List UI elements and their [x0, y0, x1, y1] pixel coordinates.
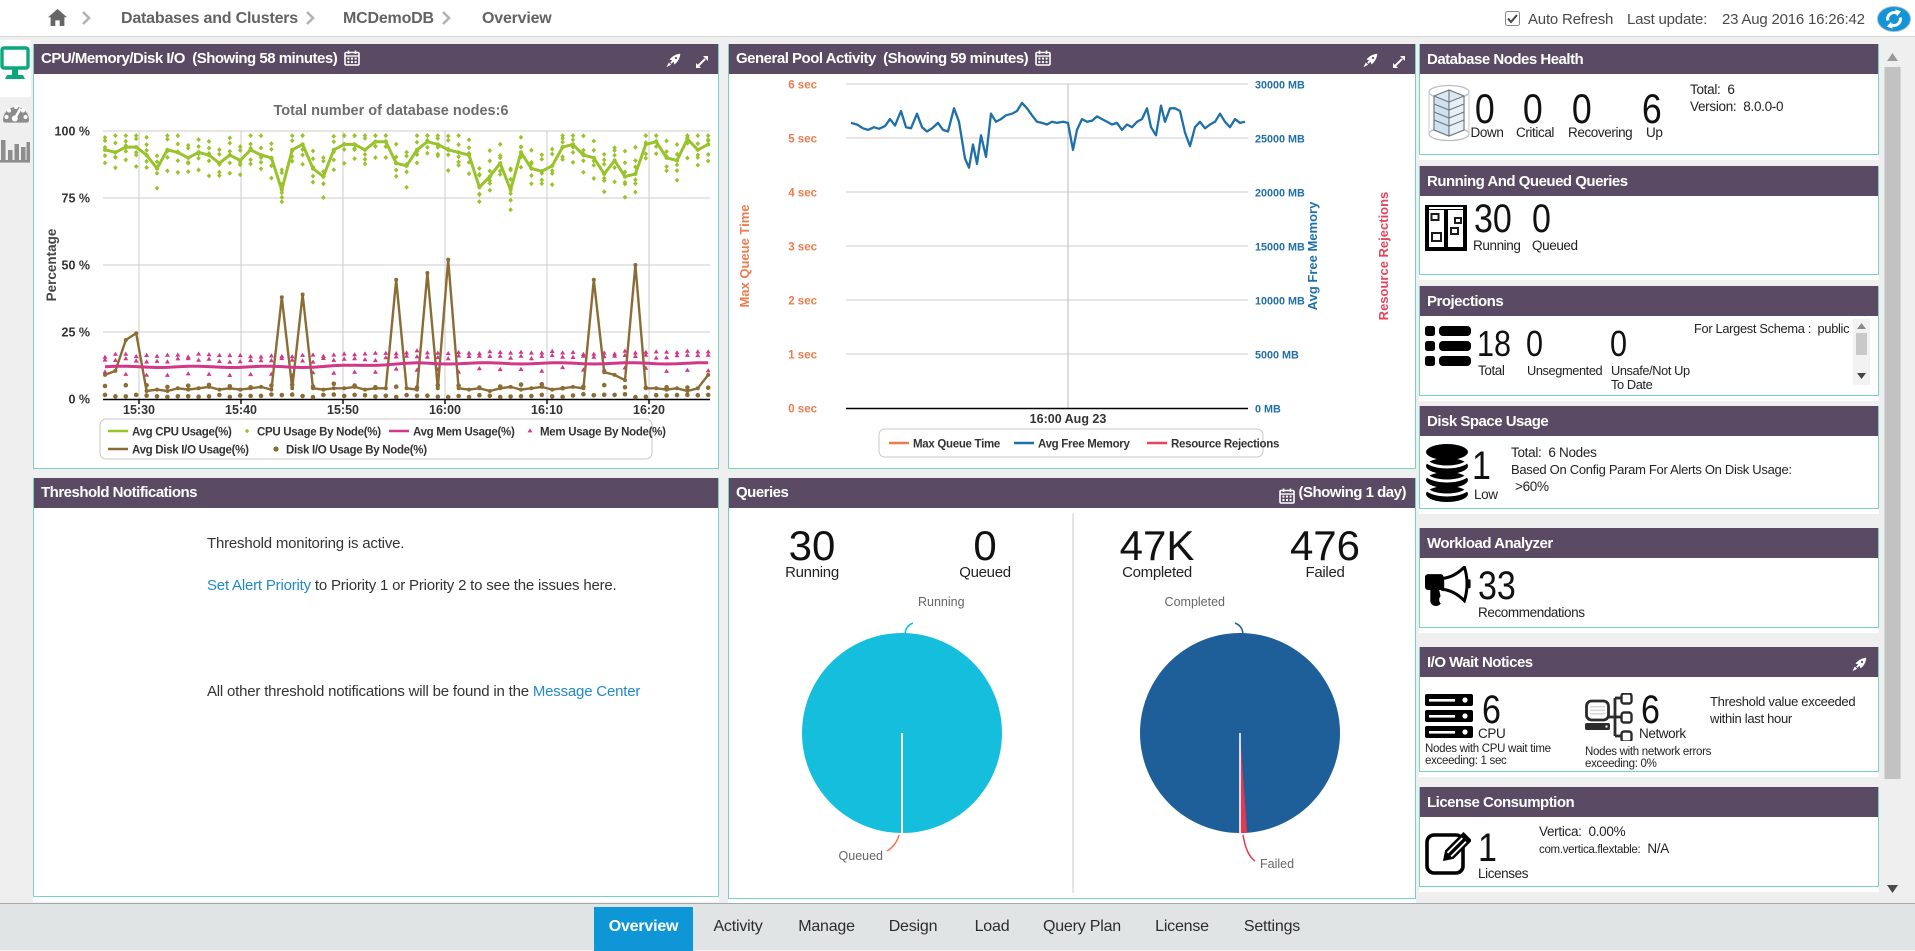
svg-text:16:00 Aug 23: 16:00 Aug 23 [1030, 412, 1107, 426]
svg-text:0: 0 [973, 522, 996, 569]
svg-text:4 sec: 4 sec [788, 188, 817, 200]
svg-text:Running: Running [918, 595, 965, 609]
svg-text:Resource Rejections: Resource Rejections [1376, 192, 1391, 321]
svg-text:10000 MB: 10000 MB [1255, 296, 1305, 308]
svg-text:15:30: 15:30 [123, 403, 155, 417]
svg-text:75 %: 75 % [62, 192, 91, 206]
svg-text:Avg CPU Usage(%): Avg CPU Usage(%) [132, 427, 232, 439]
svg-text:15:50: 15:50 [327, 403, 359, 417]
svg-text:0 MB: 0 MB [1255, 404, 1281, 416]
svg-text:5000 MB: 5000 MB [1255, 350, 1299, 362]
svg-text:20000 MB: 20000 MB [1255, 188, 1305, 200]
svg-text:3 sec: 3 sec [788, 242, 817, 254]
svg-text:Avg Disk I/O Usage(%): Avg Disk I/O Usage(%) [132, 445, 249, 457]
svg-text:Running: Running [785, 564, 839, 581]
svg-text:25 %: 25 % [62, 326, 91, 340]
svg-text:16:00: 16:00 [429, 403, 461, 417]
svg-text:25000 MB: 25000 MB [1255, 134, 1305, 146]
svg-text:Completed: Completed [1122, 564, 1192, 581]
svg-text:CPU Usage By Node(%): CPU Usage By Node(%) [257, 427, 381, 439]
svg-text:476: 476 [1290, 522, 1360, 569]
svg-text:Completed: Completed [1165, 595, 1225, 609]
svg-text:6 sec: 6 sec [788, 80, 817, 92]
svg-text:Max Queue Time: Max Queue Time [737, 204, 752, 307]
svg-text:Failed: Failed [1305, 564, 1344, 581]
svg-text:100 %: 100 % [55, 125, 90, 139]
svg-text:Queued: Queued [959, 564, 1011, 581]
svg-text:Avg Mem Usage(%): Avg Mem Usage(%) [413, 427, 515, 439]
svg-text:Avg Free Memory: Avg Free Memory [1305, 201, 1320, 310]
svg-text:Total number of database nodes: Total number of database nodes:6 [274, 103, 509, 119]
svg-text:50 %: 50 % [62, 259, 91, 273]
svg-text:30: 30 [789, 522, 836, 569]
svg-text:Failed: Failed [1260, 857, 1294, 871]
svg-text:0 sec: 0 sec [788, 404, 817, 416]
svg-text:47K: 47K [1120, 522, 1195, 569]
svg-text:Percentage: Percentage [44, 228, 59, 301]
svg-text:16:20: 16:20 [633, 403, 665, 417]
svg-text:30000 MB: 30000 MB [1255, 80, 1305, 92]
svg-text:Disk I/O Usage By Node(%): Disk I/O Usage By Node(%) [286, 445, 427, 457]
svg-text:2 sec: 2 sec [788, 296, 817, 308]
svg-text:5 sec: 5 sec [788, 134, 817, 146]
svg-text:16:10: 16:10 [531, 403, 563, 417]
svg-text:15:40: 15:40 [225, 403, 257, 417]
svg-text:Max Queue Time: Max Queue Time [913, 439, 1000, 451]
svg-text:0 %: 0 % [68, 393, 90, 407]
svg-text:Mem Usage By Node(%): Mem Usage By Node(%) [540, 427, 666, 439]
svg-text:15000 MB: 15000 MB [1255, 242, 1305, 254]
svg-text:1 sec: 1 sec [788, 350, 817, 362]
svg-text:Queued: Queued [839, 849, 884, 863]
svg-text:Avg Free Memory: Avg Free Memory [1038, 439, 1130, 451]
svg-text:Resource Rejections: Resource Rejections [1171, 439, 1279, 451]
